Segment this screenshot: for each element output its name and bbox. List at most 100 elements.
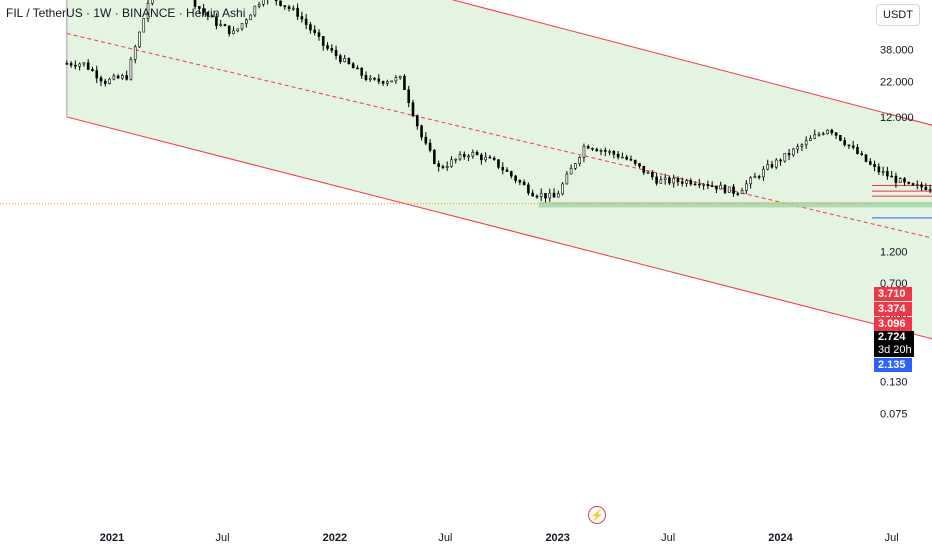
candle-body-110: [535, 195, 539, 198]
candle-body-111: [539, 193, 543, 197]
candle-body-91: [454, 158, 458, 161]
candle-body-188: [868, 161, 872, 165]
candle-body-92: [458, 154, 462, 160]
candle-body-143: [676, 178, 680, 183]
candle-body-57: [309, 24, 312, 31]
x-tick-label: 2021: [100, 532, 124, 544]
lightning-icon[interactable]: ⚡: [588, 506, 606, 524]
candle-body-73: [377, 78, 381, 82]
candle-body-148: [698, 183, 701, 186]
candle-body-185: [856, 147, 859, 154]
candle-body-131: [625, 156, 628, 160]
candle-body-51: [283, 5, 287, 8]
time-axis[interactable]: 2021Jul2022Jul2023Jul2024Jul2025Jul2026J…: [100, 532, 932, 544]
candle-body-202: [928, 188, 932, 191]
candle-body-65: [343, 57, 346, 62]
candle-body-13: [121, 75, 124, 79]
candle-body-200: [920, 184, 923, 188]
candle-body-71: [368, 77, 372, 80]
candle-body-120: [578, 157, 581, 164]
candle-body-186: [860, 153, 864, 155]
candle-body-166: [774, 159, 778, 168]
candle-body-31: [198, 6, 201, 9]
candle-body-44: [253, 5, 257, 16]
candle-body-109: [531, 192, 534, 197]
x-tick-label: 2022: [323, 532, 347, 544]
candle-body-16: [133, 46, 137, 60]
channel-fill: [66, 0, 932, 339]
candle-body-125: [599, 150, 603, 152]
candle-body-123: [591, 148, 594, 150]
candle-body-162: [757, 176, 761, 178]
candle-body-105: [514, 175, 517, 181]
horizontal-levels[interactable]: [0, 185, 932, 219]
candle-body-41: [240, 23, 244, 30]
candle-body-101: [497, 159, 500, 168]
candle-body-72: [373, 77, 376, 80]
support-zone[interactable]: [538, 202, 932, 208]
candle-body-7: [95, 70, 99, 79]
candle-body-149: [702, 184, 705, 186]
candle-body-191: [881, 171, 885, 173]
candle-body-70: [364, 75, 368, 80]
candle-body-155: [727, 186, 731, 193]
candle-body-78: [398, 75, 402, 78]
candle-body-54: [296, 7, 299, 17]
candle-body-11: [112, 75, 116, 80]
candle-body-165: [770, 164, 774, 168]
candle-body-150: [706, 184, 710, 187]
candle-body-126: [604, 150, 607, 152]
candle-body-154: [723, 184, 727, 193]
candle-body-141: [668, 177, 671, 184]
candle-body-103: [505, 169, 509, 172]
candle-body-146: [689, 180, 693, 185]
price-tag-3374: 3.374: [874, 302, 912, 316]
candle-body-60: [321, 36, 325, 46]
candle-body-102: [501, 166, 505, 171]
candle-body-139: [659, 179, 663, 184]
candle-body-152: [715, 185, 718, 190]
candle-body-178: [826, 129, 829, 134]
candle-body-55: [300, 16, 304, 20]
candle-body-189: [873, 164, 876, 168]
support-zone-rect: [538, 202, 932, 208]
candle-body-85: [428, 142, 432, 151]
candle-body-199: [916, 184, 919, 186]
y-tick-label: 38.000: [880, 45, 914, 57]
regression-channel[interactable]: [66, 0, 932, 403]
candle-body-160: [749, 177, 752, 185]
candle-body-98: [484, 156, 487, 161]
candle-body-59: [317, 32, 321, 37]
candle-body-158: [740, 190, 744, 194]
candle-body-187: [864, 154, 868, 162]
candle-body-190: [877, 166, 881, 173]
candle-body-56: [304, 18, 308, 25]
candle-body-0: [65, 63, 69, 65]
currency-button[interactable]: USDT: [876, 4, 920, 26]
candle-body-164: [766, 164, 770, 170]
channel-upper-line: [451, 0, 932, 126]
candle-body-82: [415, 115, 419, 127]
candle-body-159: [745, 183, 748, 191]
candle-body-45: [257, 3, 261, 7]
price-tag-3096: 3.096: [874, 317, 912, 331]
candle-body-83: [420, 125, 423, 138]
candle-body-119: [574, 163, 577, 169]
candle-body-42: [245, 19, 248, 24]
bar-countdown: 3d 20h: [878, 344, 912, 356]
candle-body-100: [492, 157, 496, 160]
candle-body-124: [595, 149, 599, 152]
y-tick-label: 1.200: [880, 247, 908, 259]
candle-body-195: [898, 178, 902, 183]
candle-body-142: [672, 178, 675, 184]
candle-body-193: [890, 175, 893, 178]
candle-body-89: [445, 165, 449, 168]
x-tick-label: 2024: [768, 532, 793, 544]
candle-body-74: [381, 81, 385, 84]
candle-body-97: [480, 154, 483, 161]
candle-body-116: [561, 183, 564, 195]
chart-title: FIL / TetherUS · 1W · BINANCE · Heikin A…: [6, 6, 246, 20]
candle-body-176: [817, 133, 821, 136]
candle-body-174: [809, 138, 812, 141]
